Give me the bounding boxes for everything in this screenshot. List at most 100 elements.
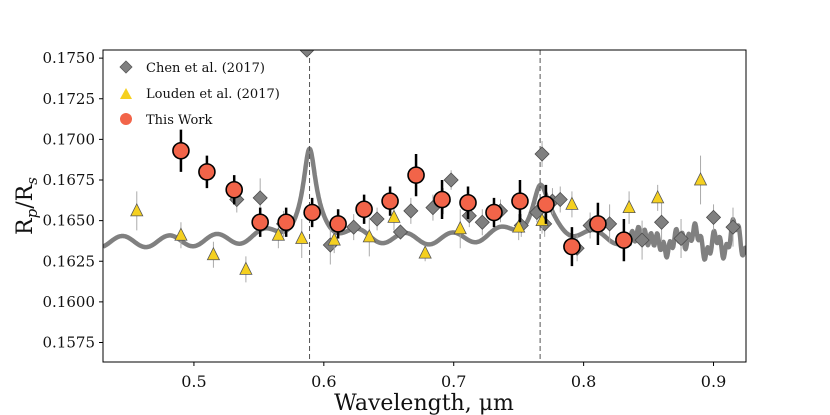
louden-point bbox=[206, 241, 221, 268]
chen-marker bbox=[443, 172, 459, 188]
this-work-marker bbox=[381, 192, 399, 210]
line-center-markers bbox=[309, 50, 541, 362]
legend-label-chen: Chen et al. (2017) bbox=[146, 61, 265, 76]
chen-marker bbox=[705, 209, 722, 225]
louden-point bbox=[130, 191, 144, 231]
louden-marker bbox=[418, 245, 432, 259]
this-work-point bbox=[589, 202, 607, 245]
this-work-marker bbox=[485, 203, 503, 222]
louden-marker bbox=[174, 227, 188, 241]
chen-marker bbox=[369, 211, 385, 227]
axes-layer: 0.5 0.6 0.7 0.8 0.9 0.1575 0.1600 0.1625 0.1650 0… bbox=[43, 49, 727, 391]
legend-marker-chen bbox=[119, 60, 133, 74]
chen-marker bbox=[725, 219, 741, 235]
louden-marker bbox=[512, 219, 526, 233]
legend-label-louden: Louden et al. (2017) bbox=[146, 87, 280, 102]
chen-marker bbox=[534, 146, 550, 162]
chen-point bbox=[634, 220, 650, 260]
this-work-marker bbox=[537, 195, 555, 214]
this-work-marker bbox=[225, 180, 243, 199]
chen-point bbox=[443, 170, 459, 190]
louden-point bbox=[239, 256, 253, 283]
x-tick-label: 0.8 bbox=[571, 372, 596, 391]
chen-point bbox=[705, 204, 722, 231]
louden-marker bbox=[693, 172, 708, 186]
louden-marker bbox=[239, 261, 253, 275]
chen-point bbox=[369, 207, 385, 231]
louden-marker bbox=[362, 228, 376, 243]
chen-point bbox=[403, 197, 419, 224]
x-tick-label: 0.5 bbox=[181, 372, 206, 391]
louden-point bbox=[453, 209, 467, 249]
this-work-point bbox=[198, 155, 216, 189]
this-work-marker bbox=[355, 200, 373, 219]
this-work-point bbox=[251, 207, 269, 237]
louden-marker bbox=[206, 246, 221, 261]
y-tick-label: 0.1675 bbox=[43, 171, 96, 189]
this-work-marker bbox=[329, 215, 347, 233]
louden-point bbox=[565, 191, 579, 218]
y-tick-label: 0.1600 bbox=[43, 293, 96, 311]
this-work-marker bbox=[172, 141, 190, 160]
this-work-marker bbox=[198, 163, 216, 181]
louden-point bbox=[418, 245, 432, 262]
chen-point bbox=[673, 219, 689, 258]
y-tick-label: 0.1725 bbox=[43, 90, 96, 108]
this-work-point bbox=[433, 180, 451, 219]
y-axis-label: Rp/Rs bbox=[13, 177, 41, 235]
chen-marker bbox=[654, 214, 670, 230]
chen-marker bbox=[552, 191, 568, 208]
chen-point bbox=[654, 202, 670, 242]
louden-point bbox=[271, 222, 286, 249]
this-work-marker bbox=[459, 193, 477, 212]
chen-marker bbox=[299, 50, 315, 58]
y-tick-label: 0.1625 bbox=[43, 252, 96, 270]
chen-point bbox=[474, 209, 490, 236]
chen-point bbox=[299, 50, 315, 58]
chen-point bbox=[346, 214, 362, 241]
louden-marker bbox=[327, 232, 341, 246]
louden-marker bbox=[453, 220, 467, 235]
x-tick-label: 0.7 bbox=[441, 372, 466, 391]
louden-marker bbox=[651, 189, 665, 204]
model-spectrum-layer bbox=[103, 146, 746, 262]
this-work-point bbox=[225, 175, 243, 205]
louden-point bbox=[362, 217, 376, 257]
legend-marker-this-work bbox=[120, 113, 132, 125]
this-work-marker bbox=[511, 192, 529, 210]
chen-marker bbox=[392, 224, 409, 240]
this-work-point bbox=[537, 184, 555, 224]
this-work-point bbox=[511, 180, 529, 223]
this-work-marker bbox=[589, 215, 607, 233]
chen-marker bbox=[403, 203, 419, 219]
chen-marker bbox=[461, 208, 477, 224]
data-points-layer bbox=[130, 50, 741, 283]
louden-point bbox=[512, 214, 526, 241]
louden-marker bbox=[622, 199, 636, 214]
louden-marker bbox=[295, 230, 309, 244]
louden-point bbox=[622, 191, 636, 224]
this-work-point bbox=[277, 207, 295, 237]
y-tick-label: 0.1700 bbox=[43, 130, 96, 148]
this-work-point bbox=[407, 154, 425, 197]
x-tick-label: 0.9 bbox=[701, 372, 726, 391]
this-work-point bbox=[563, 227, 581, 267]
louden-point bbox=[693, 155, 708, 205]
chen-point bbox=[552, 186, 568, 213]
this-work-point bbox=[355, 194, 373, 224]
legend-label-this-work: This Work bbox=[146, 113, 213, 128]
x-axis-label: Wavelength, μm bbox=[334, 391, 514, 415]
this-work-point bbox=[459, 186, 477, 219]
louden-marker bbox=[271, 227, 286, 241]
this-work-point bbox=[329, 209, 347, 239]
this-work-point bbox=[615, 219, 633, 262]
louden-marker bbox=[130, 202, 144, 217]
chen-marker bbox=[474, 214, 490, 230]
chen-marker bbox=[252, 190, 268, 206]
chen-marker bbox=[346, 219, 362, 235]
legend-marker-louden bbox=[120, 88, 132, 99]
model-spectrum-line bbox=[103, 146, 746, 262]
this-work-marker bbox=[433, 190, 451, 209]
this-work-marker bbox=[251, 213, 269, 232]
